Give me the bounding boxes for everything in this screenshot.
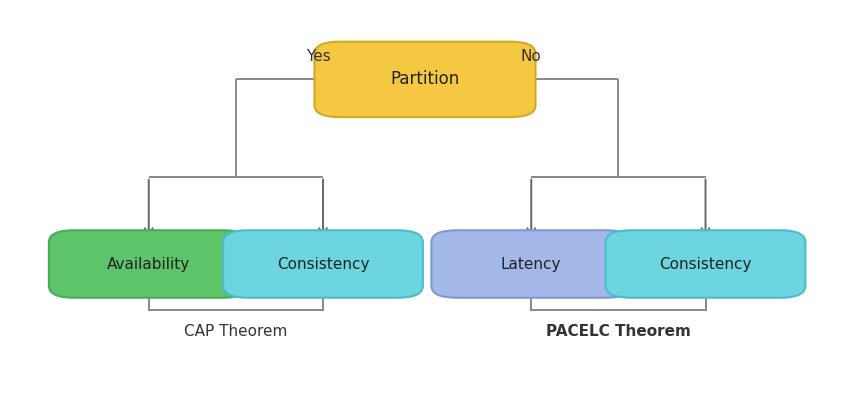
FancyBboxPatch shape: [48, 230, 248, 298]
Text: Consistency: Consistency: [277, 256, 369, 272]
FancyBboxPatch shape: [314, 42, 536, 117]
Text: Availability: Availability: [107, 256, 190, 272]
Text: CAP Theorem: CAP Theorem: [184, 324, 287, 339]
Text: Partition: Partition: [390, 70, 460, 89]
FancyBboxPatch shape: [605, 230, 805, 298]
Text: PACELC Theorem: PACELC Theorem: [546, 324, 691, 339]
Text: Consistency: Consistency: [660, 256, 751, 272]
Text: Yes: Yes: [306, 48, 332, 64]
FancyBboxPatch shape: [431, 230, 631, 298]
Text: Latency: Latency: [501, 256, 562, 272]
FancyBboxPatch shape: [223, 230, 422, 298]
Text: No: No: [521, 48, 541, 64]
